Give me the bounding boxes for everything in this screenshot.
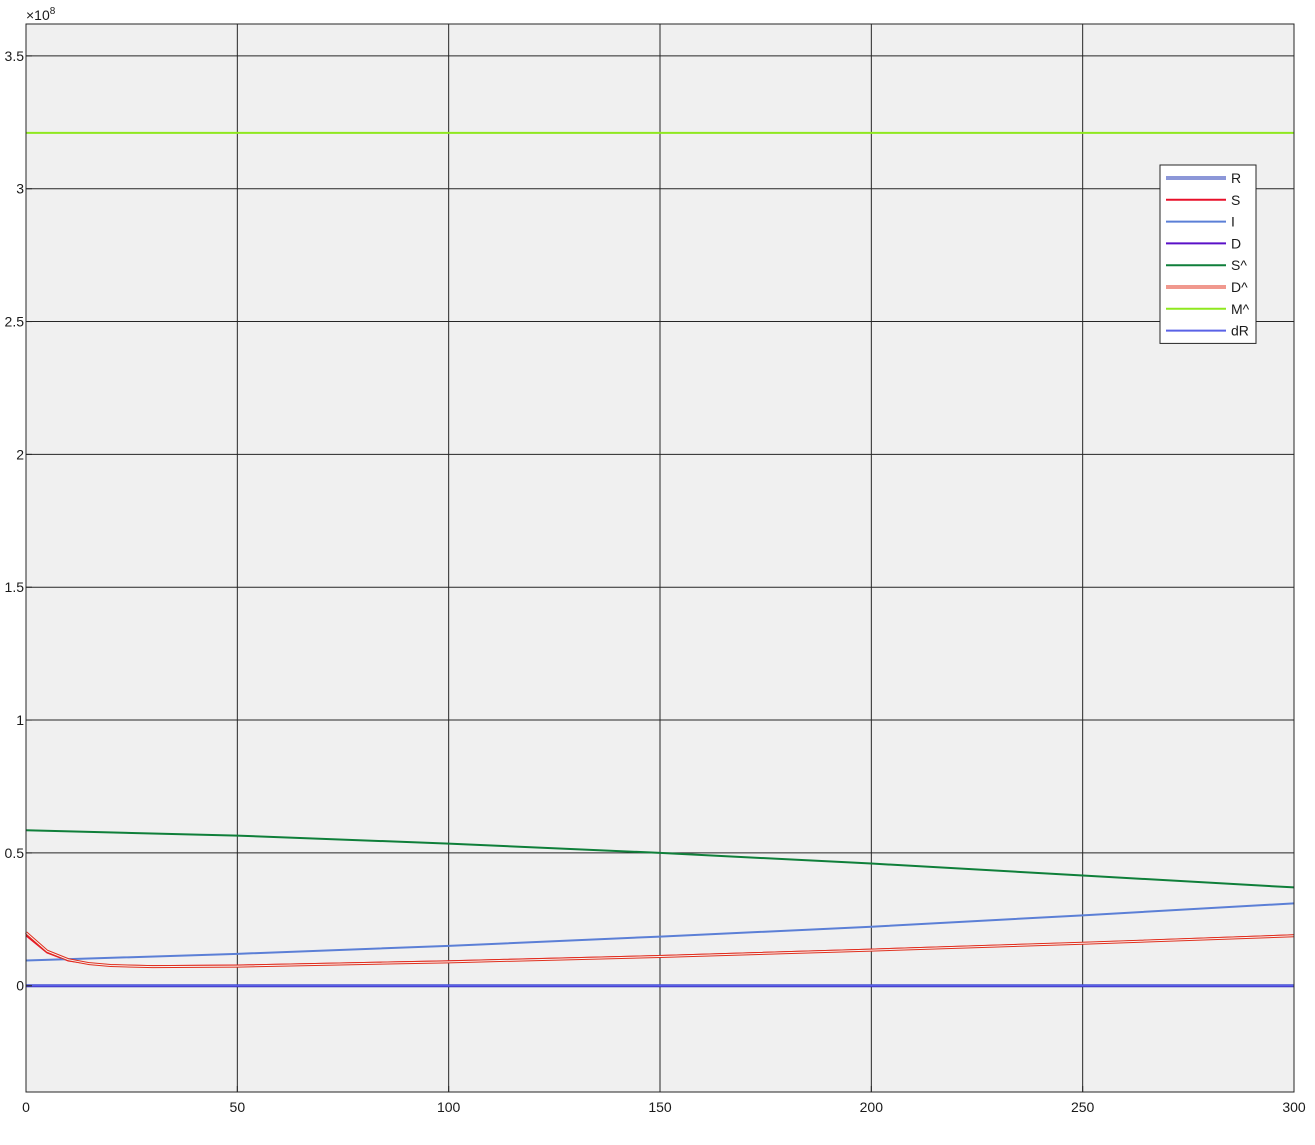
- legend-label: M^: [1231, 301, 1250, 317]
- series-layer: [25, 131, 1295, 988]
- x-axis-ticks: 0 50 100 150 200 250 300: [22, 1086, 1306, 1115]
- y-tick-label: 2: [16, 446, 24, 462]
- legend-label: S^: [1231, 257, 1247, 273]
- y-tick-label: 0.5: [5, 845, 25, 861]
- y-tick-label: 1: [16, 712, 24, 728]
- x-tick-label: 50: [230, 1099, 246, 1115]
- y-tick-label: 3: [16, 181, 24, 197]
- y-tick-label: 0: [16, 978, 24, 994]
- legend-label: dR: [1231, 323, 1249, 339]
- legend-label: R: [1231, 170, 1241, 186]
- y-exponent-power: 8: [50, 6, 56, 17]
- y-tick-label: 1.5: [5, 579, 25, 595]
- legend-item: S: [1166, 192, 1240, 208]
- y-axis-ticks: 0 0.5 1 1.5 2 2.5 3 3.5: [5, 48, 32, 994]
- legend-label: I: [1231, 214, 1235, 230]
- series-line-s-hat: [25, 829, 1295, 889]
- legend-item: D^: [1166, 279, 1248, 295]
- series-line-d-hat-inner: [25, 932, 1295, 968]
- x-tick-label: 250: [1071, 1099, 1095, 1115]
- legend-item: S^: [1166, 257, 1247, 273]
- legend-item: dR: [1166, 323, 1249, 339]
- legend-item: R: [1166, 170, 1241, 186]
- legend-box: [1159, 164, 1257, 344]
- y-exponent-label: ×108: [26, 6, 56, 23]
- legend-label: D: [1231, 235, 1241, 251]
- x-tick-label: 0: [22, 1099, 30, 1115]
- y-tick-label: 3.5: [5, 48, 25, 64]
- legend-item: M^: [1166, 301, 1250, 317]
- legend-label: S: [1231, 192, 1240, 208]
- x-tick-label: 200: [860, 1099, 884, 1115]
- legend-item: I: [1166, 214, 1235, 230]
- y-tick-label: 2.5: [5, 314, 25, 330]
- legend-item: D: [1166, 235, 1241, 251]
- y-exponent-base: ×10: [26, 7, 50, 23]
- series-line-i: [25, 902, 1295, 962]
- legend-label: D^: [1231, 279, 1248, 295]
- x-tick-label: 100: [437, 1099, 461, 1115]
- x-tick-label: 300: [1282, 1099, 1306, 1115]
- x-tick-label: 150: [648, 1099, 672, 1115]
